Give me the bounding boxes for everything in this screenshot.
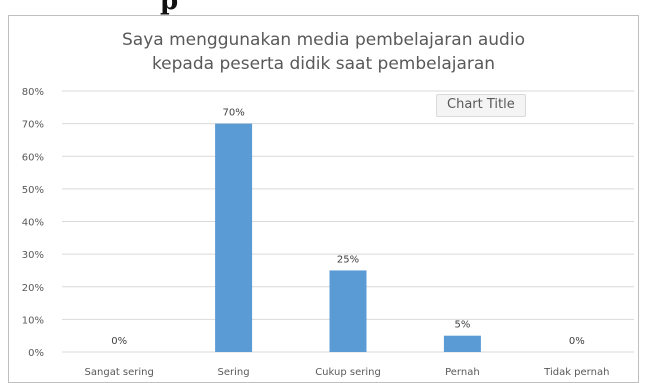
y-tick-label: 20% [22,283,44,294]
data-label: 5% [454,320,470,331]
y-tick-label: 50% [22,185,44,196]
x-category-label: Cukup sering [315,367,381,378]
data-label: 0% [111,336,127,347]
y-tick-label: 0% [28,348,44,359]
y-tick-label: 80% [22,87,44,98]
page-heading-fragment: p [0,0,647,15]
page-heading-text: p [160,0,179,15]
x-category-label: Tidak pernah [543,367,609,378]
bar [215,123,253,352]
x-category-label: Sangat sering [85,367,154,378]
y-tick-label: 10% [22,315,44,326]
bar [443,335,481,352]
chart-title-line-2: kepada peserta didik saat pembelajaran [151,54,496,74]
x-category-label: Sering [218,367,250,378]
y-tick-label: 40% [22,218,44,229]
chart-title-tooltip: Chart Title [436,94,526,117]
y-tick-label: 60% [22,152,44,163]
data-label: 70% [222,108,244,119]
chart-title-line-1: Saya menggunakan media pembelajaran audi… [122,30,525,50]
x-category-label: Pernah [445,367,480,378]
bar [329,270,367,352]
y-tick-label: 30% [22,250,44,261]
chart-area [8,15,639,383]
data-label: 25% [337,254,359,265]
data-label: 0% [569,336,585,347]
y-tick-label: 70% [22,120,44,131]
